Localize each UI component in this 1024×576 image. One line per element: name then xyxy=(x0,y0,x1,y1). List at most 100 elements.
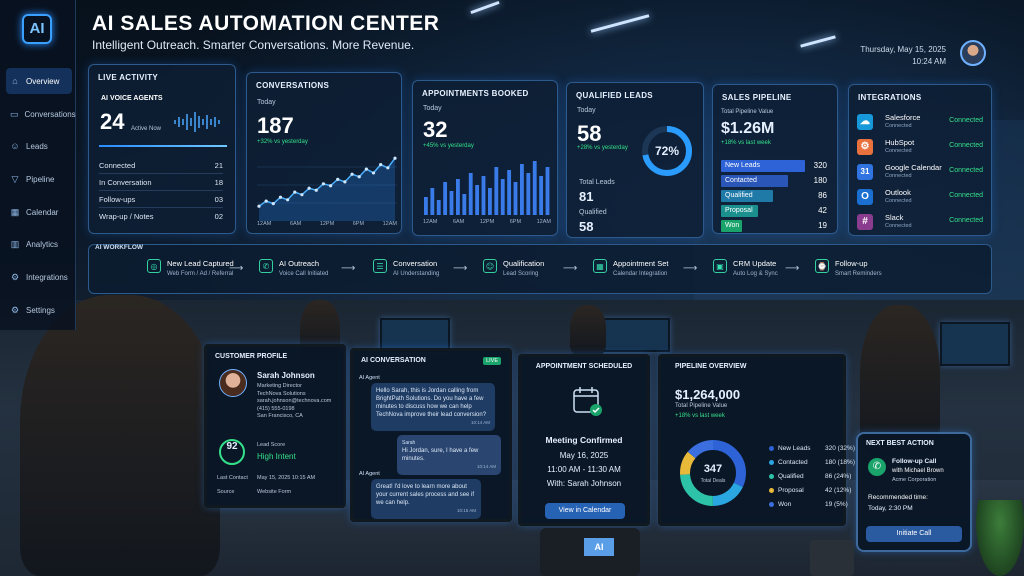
data-point xyxy=(336,177,340,181)
sidebar-item-label: Settings xyxy=(26,305,55,315)
legend-item: New Leads 320 (32%) xyxy=(769,445,855,452)
integration-hubspot[interactable]: ⚙ HubSpot Connected Connected xyxy=(857,136,983,160)
integration-outlook[interactable]: O Outlook Connected Connected xyxy=(857,186,983,210)
panel-title: CUSTOMER PROFILE xyxy=(215,353,288,360)
integration-name: Salesforce xyxy=(885,113,921,122)
phone-icon: ✆ xyxy=(868,458,886,476)
integration-sub: Connected xyxy=(885,123,912,129)
customer-avatar xyxy=(219,369,247,397)
tick-label: 6PM xyxy=(509,219,522,225)
integration-name: Slack xyxy=(885,213,904,222)
qualified-leads-card: QUALIFIED LEADS Today 58 +28% vs yesterd… xyxy=(566,82,704,238)
bar xyxy=(475,185,480,215)
phone-screen: AI xyxy=(584,538,614,556)
app-logo: AI xyxy=(22,14,52,44)
step-name: Qualification xyxy=(503,259,545,268)
panel-title: AI CONVERSATION xyxy=(361,357,426,364)
customer-company: TechNova Solutions xyxy=(257,390,306,397)
step-name: New Lead Captured xyxy=(167,259,234,268)
total-leads-label: Total Leads xyxy=(579,179,615,186)
integration-google-calendar[interactable]: 31 Google Calendar Connected Connected xyxy=(857,161,983,185)
data-point xyxy=(357,175,361,179)
data-point xyxy=(343,180,347,184)
sidebar-item-analytics[interactable]: ▥ Analytics xyxy=(6,231,72,257)
tick-label: 6PM xyxy=(352,221,365,227)
pipeline-stage-new-leads[interactable]: New Leads xyxy=(725,162,761,169)
legend-swatch xyxy=(769,501,774,507)
target-icon: ◎ xyxy=(147,259,161,273)
sidebar-item-integrations[interactable]: ⚙ Integrations xyxy=(6,264,72,290)
arrow-right-icon: ⟶ xyxy=(453,263,468,274)
ai-conversation-monitor: AI CONVERSATION LIVE AI Agent Hello Sara… xyxy=(350,348,512,522)
pipeline-stage-proposal[interactable]: Proposal xyxy=(725,207,753,214)
appointment-monitor: APPOINTMENT SCHEDULED Meeting Confirmed … xyxy=(518,354,650,526)
integration-salesforce[interactable]: ☁ Salesforce Connected Connected xyxy=(857,111,983,135)
lead-score-label: Lead Score xyxy=(257,442,286,448)
message-bubble: Hello Sarah, this is Jordan calling from… xyxy=(371,383,495,431)
message-sender: AI Agent xyxy=(359,471,380,477)
list-item: Follow-ups 03 xyxy=(99,195,223,208)
bar xyxy=(462,194,467,215)
bar xyxy=(532,161,537,215)
step-desc: Web Form / Ad / Referral xyxy=(167,271,234,277)
pipeline-overview-monitor: PIPELINE OVERVIEW $1,264,000 Total Pipel… xyxy=(658,354,855,526)
users-icon: ☺ xyxy=(10,141,20,151)
integration-sub: Connected xyxy=(885,173,912,179)
data-point xyxy=(350,172,354,176)
total-pipeline-label: Total Pipeline Value xyxy=(721,109,774,115)
bar xyxy=(488,188,492,215)
view-in-calendar-button[interactable]: View in Calendar xyxy=(545,503,625,519)
customer-email[interactable]: sarah.johnson@technova.com xyxy=(257,398,332,404)
desk-phone[interactable]: AI xyxy=(540,528,640,576)
pipeline-stage-qualified[interactable]: Qualified xyxy=(725,192,753,199)
arrow-right-icon: ⟶ xyxy=(563,263,578,274)
row-value: 02 xyxy=(214,212,223,221)
stage-value: 42 xyxy=(818,206,827,215)
bar xyxy=(481,176,486,215)
qualified-value: 58 xyxy=(577,121,602,146)
integration-slack[interactable]: # Slack Connected Connected xyxy=(857,211,983,235)
total-pipeline-value: $1.26M xyxy=(721,120,775,137)
background-agent xyxy=(860,305,940,455)
initiate-call-button[interactable]: Initiate Call xyxy=(866,526,962,542)
user-avatar[interactable] xyxy=(960,40,986,66)
action-company: Acme Corporation xyxy=(892,477,937,483)
card-title: CONVERSATIONS xyxy=(256,81,330,90)
bar xyxy=(526,173,531,215)
bar xyxy=(430,188,435,215)
x-axis: 12AM 6AM 12PM 6PM 12AM xyxy=(423,219,551,225)
sidebar-item-label: Leads xyxy=(26,141,48,151)
message-text: Hello Sarah, this is Jordan calling from… xyxy=(376,388,487,418)
integration-status: Connected xyxy=(949,142,983,149)
appointments-value: 32 xyxy=(423,117,448,142)
arrow-right-icon: ⟶ xyxy=(229,263,244,274)
stage-bar-fill xyxy=(721,175,788,187)
customer-phone[interactable]: (415) 555-0198 xyxy=(257,405,295,412)
stage-bar-fill xyxy=(721,190,773,202)
bar xyxy=(539,176,544,215)
sidebar-item-calendar[interactable]: ▦ Calendar xyxy=(6,199,72,225)
sidebar-item-overview[interactable]: ⌂ Overview xyxy=(6,68,72,94)
arrow-right-icon: ⟶ xyxy=(341,263,356,274)
sidebar-item-pipeline[interactable]: ▽ Pipeline xyxy=(6,166,72,192)
legend-value: 86 (24%) xyxy=(825,473,852,480)
legend-label: Proposal xyxy=(778,487,804,494)
stage-bar-fill xyxy=(721,220,742,232)
message-sender: AI Agent xyxy=(359,375,380,381)
message-text: Great! I'd love to learn more about your… xyxy=(376,484,475,506)
row-value: 18 xyxy=(214,178,223,187)
chart-icon: ▥ xyxy=(10,238,20,249)
pipeline-stage-won[interactable]: Won xyxy=(725,222,740,229)
user-check-icon: ☺ xyxy=(483,259,497,273)
sidebar-item-leads[interactable]: ☺ Leads xyxy=(6,133,72,159)
step-name: CRM Update xyxy=(733,259,777,268)
sidebar-item-settings[interactable]: ⚙ Settings xyxy=(6,297,72,323)
step-desc: Lead Scoring xyxy=(503,271,539,277)
step-desc: Voice Call Initiated xyxy=(279,271,329,277)
sidebar-item-conversations[interactable]: ▭ Conversations xyxy=(6,101,76,127)
step-name: Follow-up xyxy=(835,259,868,268)
appointments-card: APPOINTMENTS BOOKED Today 32 +45% vs yes… xyxy=(412,80,558,236)
calendar-icon: ▦ xyxy=(593,259,607,273)
integration-status: Connected xyxy=(949,192,983,199)
pipeline-stage-contacted[interactable]: Contacted xyxy=(725,177,757,184)
